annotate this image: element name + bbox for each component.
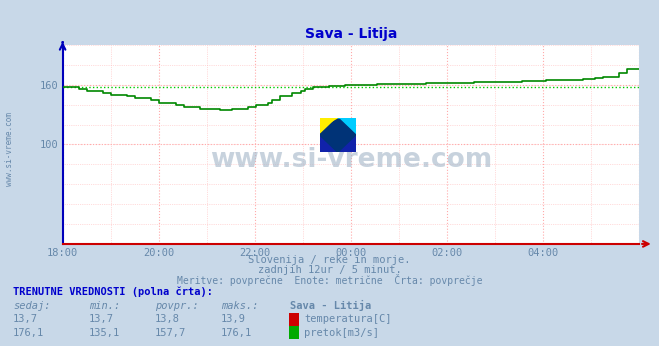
Polygon shape	[338, 118, 356, 135]
Text: pretok[m3/s]: pretok[m3/s]	[304, 328, 380, 338]
Text: 13,7: 13,7	[13, 315, 38, 325]
Polygon shape	[320, 118, 356, 152]
Polygon shape	[320, 118, 338, 128]
Text: www.si-vreme.com: www.si-vreme.com	[210, 147, 492, 173]
Text: Slovenija / reke in morje.: Slovenija / reke in morje.	[248, 255, 411, 265]
Text: TRENUTNE VREDNOSTI (polna črta):: TRENUTNE VREDNOSTI (polna črta):	[13, 286, 213, 297]
Text: 13,7: 13,7	[89, 315, 114, 325]
Text: sedaj:: sedaj:	[13, 301, 51, 311]
Text: 176,1: 176,1	[221, 328, 252, 338]
Text: 157,7: 157,7	[155, 328, 186, 338]
Text: zadnjih 12ur / 5 minut.: zadnjih 12ur / 5 minut.	[258, 265, 401, 275]
Polygon shape	[320, 135, 356, 152]
Text: min.:: min.:	[89, 301, 120, 311]
Text: 176,1: 176,1	[13, 328, 44, 338]
Text: 13,9: 13,9	[221, 315, 246, 325]
Text: 13,8: 13,8	[155, 315, 180, 325]
Text: maks.:: maks.:	[221, 301, 258, 311]
Text: Meritve: povprečne  Enote: metrične  Črta: povprečje: Meritve: povprečne Enote: metrične Črta:…	[177, 274, 482, 286]
Text: Sava - Litija: Sava - Litija	[290, 300, 371, 311]
Text: 135,1: 135,1	[89, 328, 120, 338]
Polygon shape	[320, 118, 338, 135]
Text: temperatura[C]: temperatura[C]	[304, 315, 392, 325]
Text: povpr.:: povpr.:	[155, 301, 198, 311]
Text: www.si-vreme.com: www.si-vreme.com	[5, 112, 14, 186]
Polygon shape	[338, 118, 356, 128]
Title: Sava - Litija: Sava - Litija	[304, 27, 397, 41]
